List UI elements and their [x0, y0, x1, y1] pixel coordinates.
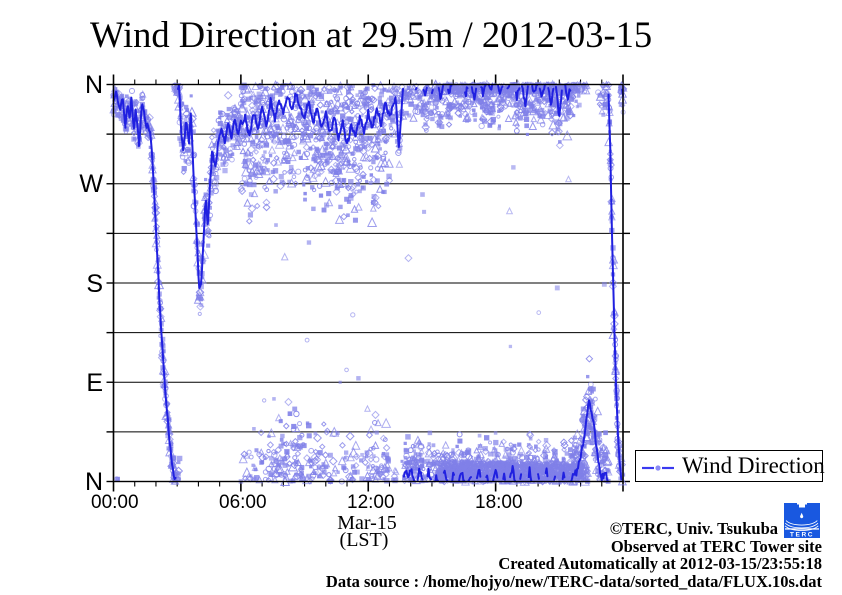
svg-text:TERC: TERC	[790, 531, 814, 538]
